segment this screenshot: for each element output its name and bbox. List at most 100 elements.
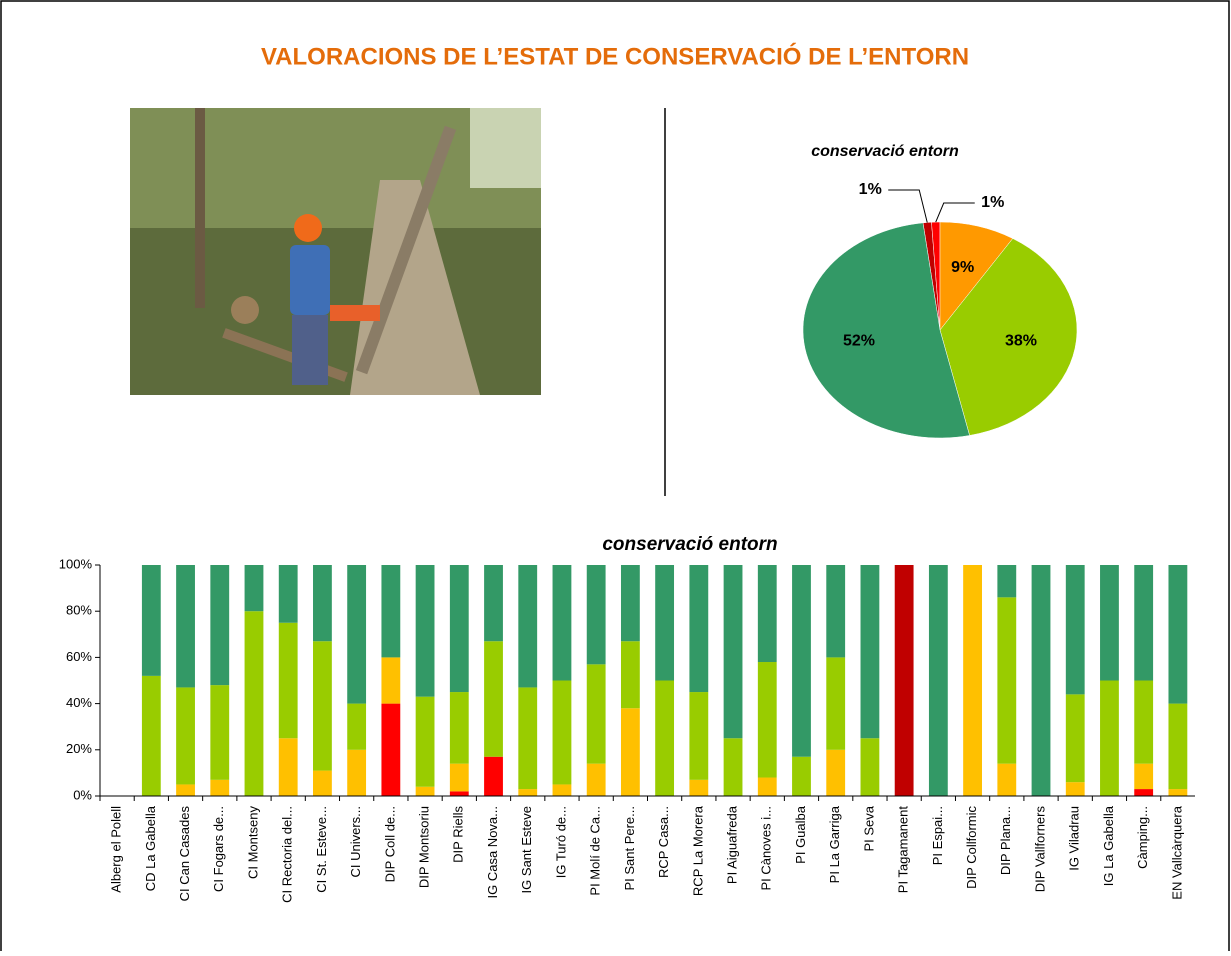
bar-segment (553, 784, 572, 796)
x-tick-label: DIP Montsoriu (417, 806, 432, 888)
bar-segment (758, 662, 777, 778)
bar-segment (861, 565, 880, 738)
x-tick-label: Càmping... (1135, 806, 1150, 869)
bar-segment (553, 565, 572, 681)
bar-segment (1168, 704, 1187, 789)
x-tick-label: PI Espai... (930, 806, 945, 865)
bar-segment (963, 565, 982, 796)
bar-segment (792, 565, 811, 757)
bar-segment (895, 565, 914, 796)
bar-segment (826, 565, 845, 657)
bar-segment (1168, 789, 1187, 796)
x-tick-label: DIP Collformic (964, 806, 979, 889)
x-tick-label: CI Can Casades (177, 806, 192, 902)
bar-segment (621, 641, 640, 708)
bar-segment (450, 565, 469, 692)
bar-segment (724, 565, 743, 738)
bar-segment (176, 565, 195, 687)
bar-segment (997, 565, 1016, 597)
x-tick-label: DIP Coll de... (382, 806, 397, 882)
y-tick-label: 60% (66, 649, 92, 664)
bar-segment (313, 641, 332, 770)
pie-label: 9% (951, 259, 974, 276)
bar-segment (245, 565, 264, 611)
bar-segment (1134, 764, 1153, 789)
leader-line (936, 203, 975, 222)
bar-segment (347, 565, 366, 704)
bar-segment (1066, 782, 1085, 796)
bar-segment (587, 764, 606, 796)
bar-segment (1100, 565, 1119, 681)
bar-segment (587, 565, 606, 664)
bar-segment (826, 750, 845, 796)
bar-segment (1134, 681, 1153, 764)
bar-segment (621, 565, 640, 641)
x-tick-label: PI Aiguafreda (724, 805, 739, 884)
bar-segment (450, 791, 469, 796)
bar-segment (176, 784, 195, 796)
bar-segment (689, 565, 708, 692)
x-tick-label: DIP Vallforners (1032, 806, 1047, 893)
bar-segment (689, 692, 708, 780)
x-tick-label: PI Molí de Ca... (588, 806, 603, 896)
x-tick-label: IG Viladrau (1067, 806, 1082, 871)
x-tick-label: PI Gualba (793, 805, 808, 864)
x-tick-label: CI Univers... (348, 806, 363, 878)
bar-segment (861, 738, 880, 796)
y-tick-label: 40% (66, 695, 92, 710)
x-tick-label: IG Turó de... (553, 806, 568, 878)
bar-segment (1134, 789, 1153, 796)
x-tick-label: IG Sant Esteve (519, 806, 534, 893)
bar-segment (655, 565, 674, 681)
bar-segment (1134, 565, 1153, 681)
document: VALORACIONS DE L’ESTAT DE CONSERVACIÓ DE… (0, 0, 1231, 951)
bar-segment (416, 565, 435, 697)
bar-segment (1066, 694, 1085, 782)
photo (130, 108, 541, 395)
x-tick-label: IG Casa Nova... (485, 806, 500, 898)
bar-segment (176, 687, 195, 784)
pie-label: 1% (981, 194, 1004, 211)
bar-segment (484, 641, 503, 757)
pie-label: 38% (1005, 332, 1037, 349)
pie-title: conservació entorn (811, 143, 959, 160)
x-tick-label: DIP Riells (451, 806, 466, 863)
x-tick-label: CI Rectoria del... (280, 806, 295, 903)
pie-label: 1% (859, 181, 882, 198)
bar-segment (313, 771, 332, 796)
bar-segment (210, 565, 229, 685)
x-tick-label: Alberg el Polell (109, 806, 124, 893)
x-tick-label: PI Tagamanent (896, 806, 911, 894)
bar-segment (381, 565, 400, 657)
y-tick-label: 20% (66, 741, 92, 756)
bar-segment (929, 565, 948, 796)
bar-segment (621, 708, 640, 796)
bar-segment (279, 565, 298, 623)
page: VALORACIONS DE L’ESTAT DE CONSERVACIÓ DE… (0, 0, 1231, 951)
bar-segment (1066, 565, 1085, 694)
bar-segment (1168, 565, 1187, 704)
x-tick-label: EN Vallcàrquera (1169, 805, 1184, 899)
x-tick-label: CI St. Esteve... (314, 806, 329, 893)
y-tick-label: 0% (73, 787, 92, 802)
bar-segment (655, 681, 674, 797)
bar-segment (381, 704, 400, 796)
page-title: VALORACIONS DE L’ESTAT DE CONSERVACIÓ DE… (261, 42, 969, 70)
x-tick-label: PI Seva (861, 805, 876, 851)
x-tick-label: IG La Gabella (1101, 805, 1116, 886)
x-tick-label: CI Montseny (245, 806, 260, 879)
bar-segment (210, 685, 229, 780)
bar-segment (313, 565, 332, 641)
y-tick-label: 100% (59, 556, 93, 571)
bar-segment (416, 787, 435, 796)
bar-segment (484, 565, 503, 641)
leader-line (888, 190, 927, 222)
bar-segment (279, 738, 298, 796)
bar-segment (518, 687, 537, 789)
x-tick-label: DIP Plana... (998, 806, 1013, 875)
bar-segment (518, 565, 537, 687)
y-tick-label: 80% (66, 603, 92, 618)
bar-segment (553, 681, 572, 785)
x-tick-label: CI Fogars de... (211, 806, 226, 892)
bar-segment (347, 750, 366, 796)
